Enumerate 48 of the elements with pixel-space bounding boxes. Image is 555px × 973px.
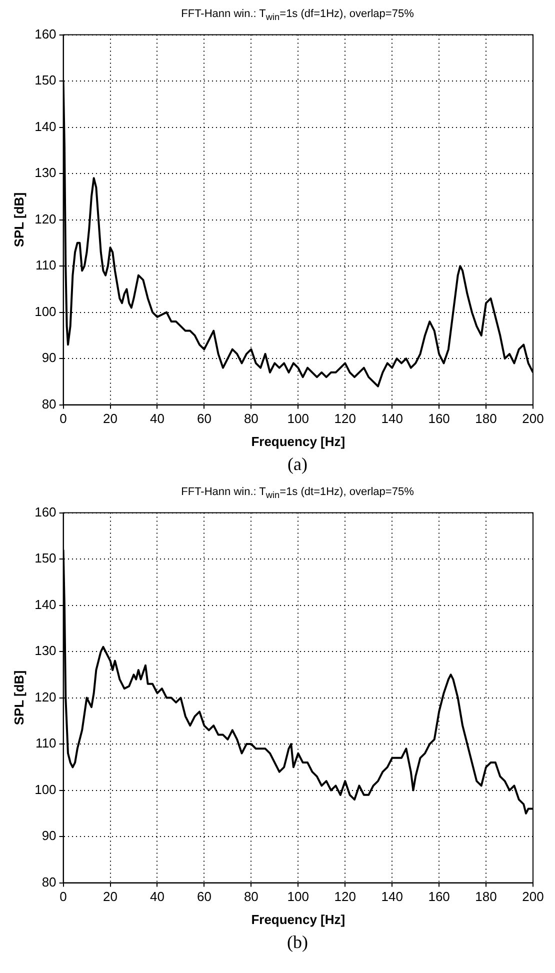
chart-title: FFT-Hann win.: T$_{win}$=1s (df=1Hz), overlap=75% bbox=[180, 8, 415, 24]
x-tick-label: 0 bbox=[60, 889, 67, 904]
y-tick-label: 160 bbox=[34, 504, 56, 520]
x-tick-label: 80 bbox=[244, 411, 258, 426]
x-tick-label: 60 bbox=[196, 889, 212, 904]
text: (b) bbox=[286, 932, 309, 953]
y-tick-label: 80 bbox=[42, 396, 56, 412]
x-tick-label: 40 bbox=[150, 411, 164, 426]
y-tick-label: 90 bbox=[42, 828, 56, 844]
y-tick-label: 100 bbox=[34, 782, 56, 797]
y-tick-label: 130 bbox=[34, 165, 56, 180]
y-tick-label: 110 bbox=[36, 258, 56, 273]
x-tick-label: 0 bbox=[60, 411, 67, 426]
text: (a) bbox=[286, 454, 308, 475]
x-tick-label: 120 bbox=[334, 411, 356, 426]
x-tick-label: 140 bbox=[381, 411, 403, 426]
x-tick-label: 80 bbox=[244, 889, 258, 904]
x-tick-label: 160 bbox=[428, 411, 450, 426]
x-tick-label: 100 bbox=[287, 411, 309, 426]
y-axis-title: SPL [dB] bbox=[11, 192, 26, 248]
x-tick-label: 20 bbox=[103, 889, 118, 904]
x-tick-label: 200 bbox=[522, 411, 544, 426]
y-axis-title: SPL [dB] bbox=[11, 670, 26, 726]
x-tick-label: 100 bbox=[287, 889, 309, 904]
y-tick-label: 120 bbox=[34, 211, 56, 226]
chart-title: FFT-Hann win.: T$_{win}$=1s (dt=1Hz), overlap=75% bbox=[180, 486, 415, 502]
y-tick-label: 150 bbox=[34, 72, 56, 88]
x-tick-label: 160 bbox=[428, 889, 450, 904]
y-tick-label: 140 bbox=[34, 118, 56, 134]
x-tick-label: 60 bbox=[196, 411, 212, 426]
y-tick-label: 80 bbox=[42, 874, 56, 890]
y-tick-label: 100 bbox=[34, 304, 56, 319]
y-tick-label: 120 bbox=[34, 689, 56, 704]
x-tick-label: 180 bbox=[475, 411, 497, 426]
y-tick-label: 160 bbox=[34, 26, 56, 42]
x-axis-title: Frequency [Hz] bbox=[251, 912, 346, 927]
x-tick-label: 200 bbox=[522, 889, 544, 904]
x-tick-label: 140 bbox=[381, 889, 403, 904]
x-tick-label: 120 bbox=[334, 889, 356, 904]
x-axis-title: Frequency [Hz] bbox=[251, 434, 346, 449]
x-tick-label: 180 bbox=[475, 889, 497, 904]
x-tick-label: 20 bbox=[103, 411, 118, 426]
x-tick-label: 40 bbox=[150, 889, 164, 904]
y-tick-label: 110 bbox=[36, 736, 56, 751]
y-tick-label: 130 bbox=[34, 643, 56, 658]
y-tick-label: 150 bbox=[34, 550, 56, 566]
y-tick-label: 90 bbox=[42, 350, 56, 366]
y-tick-label: 140 bbox=[34, 596, 56, 612]
